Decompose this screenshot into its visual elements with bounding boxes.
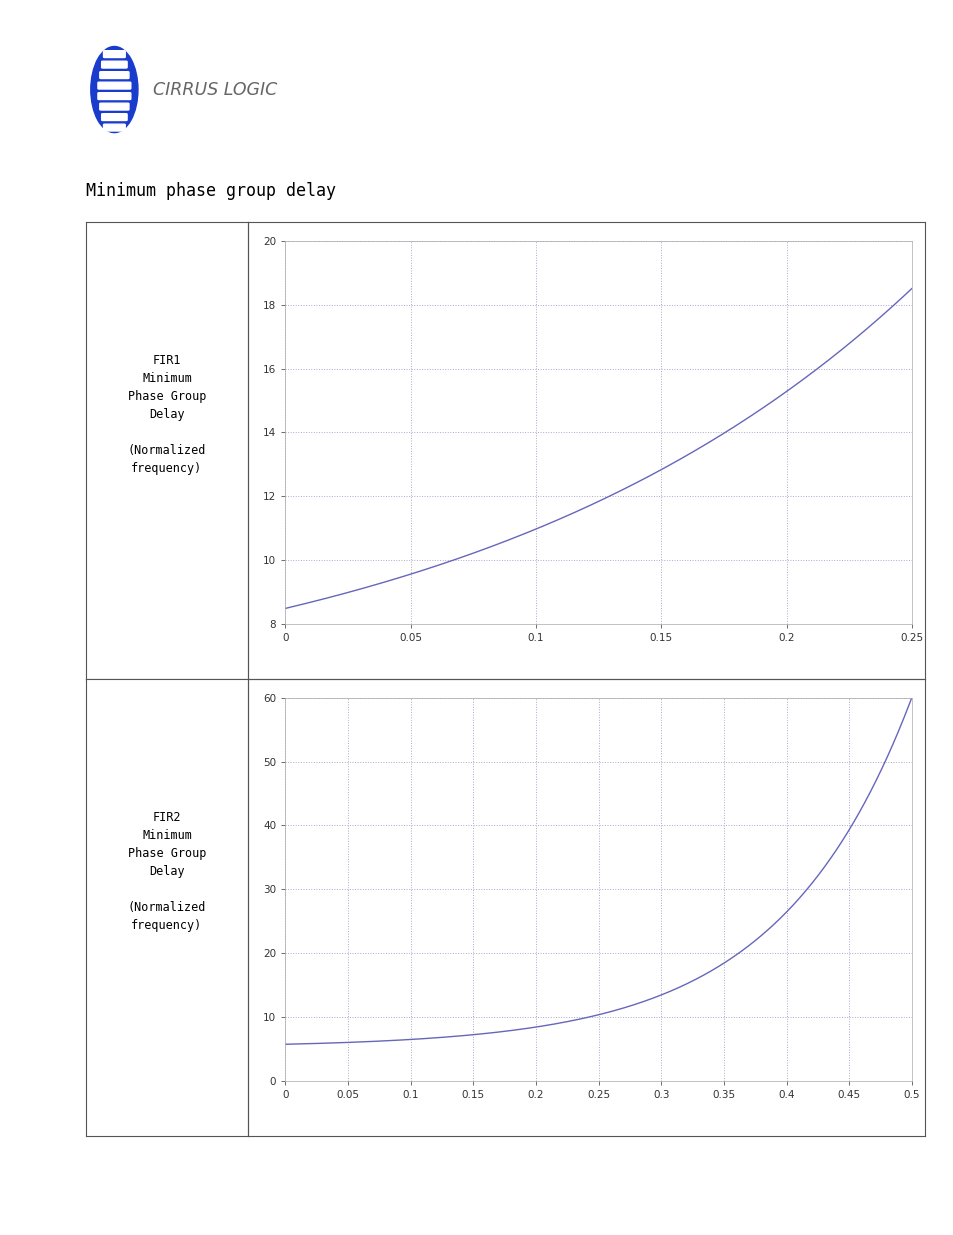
FancyBboxPatch shape bbox=[100, 104, 129, 110]
FancyBboxPatch shape bbox=[104, 125, 125, 131]
Text: CIRRUS LOGIC: CIRRUS LOGIC bbox=[152, 80, 276, 99]
Ellipse shape bbox=[91, 47, 138, 132]
Text: FIR2
Minimum
Phase Group
Delay

(Normalized
frequency): FIR2 Minimum Phase Group Delay (Normaliz… bbox=[128, 810, 206, 931]
FancyBboxPatch shape bbox=[100, 72, 129, 79]
Text: Minimum phase group delay: Minimum phase group delay bbox=[86, 182, 335, 200]
FancyBboxPatch shape bbox=[98, 93, 131, 100]
Text: FIR1
Minimum
Phase Group
Delay

(Normalized
frequency): FIR1 Minimum Phase Group Delay (Normaliz… bbox=[128, 353, 206, 474]
FancyBboxPatch shape bbox=[98, 83, 131, 89]
FancyBboxPatch shape bbox=[102, 114, 127, 121]
FancyBboxPatch shape bbox=[104, 51, 125, 58]
FancyBboxPatch shape bbox=[102, 62, 127, 68]
